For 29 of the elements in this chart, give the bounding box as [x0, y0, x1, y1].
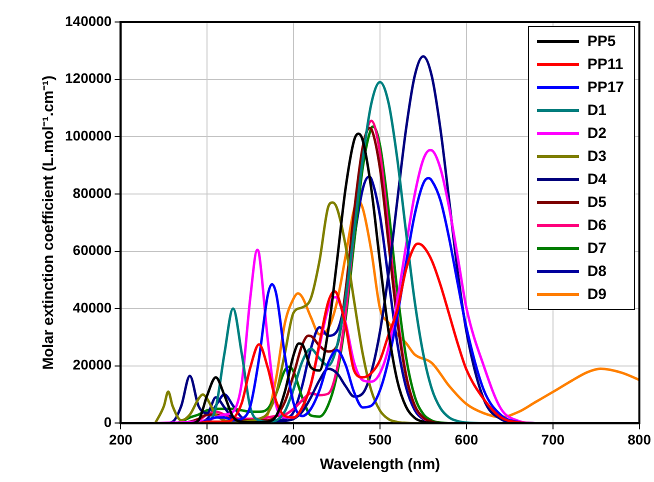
legend-label: D3: [587, 148, 606, 165]
y-axis-title: Molar extinction coefficient (L.mol⁻¹.cm⁻¹): [40, 76, 58, 370]
legend-label: D1: [587, 102, 606, 119]
x-tick-label: 500: [368, 431, 392, 448]
legend-label: D7: [587, 240, 606, 257]
y-tick-label: 60000: [72, 242, 112, 258]
legend-label: PP11: [587, 56, 624, 73]
legend-label: D6: [587, 217, 606, 234]
legend-label: PP5: [587, 33, 616, 50]
y-tick-label: 120000: [65, 70, 112, 86]
x-tick-label: 200: [109, 431, 133, 448]
y-tick-label: 0: [104, 414, 112, 430]
x-tick-label: 700: [541, 431, 565, 448]
y-tick-label: 20000: [72, 356, 112, 373]
x-tick-label: 300: [195, 431, 220, 448]
legend-label: D5: [587, 194, 606, 211]
x-tick-label: 800: [628, 431, 652, 448]
x-tick-label: 600: [454, 431, 478, 448]
y-tick-label: 100000: [65, 127, 112, 144]
x-axis-title: Wavelength (nm): [320, 456, 440, 474]
y-tick-label: 40000: [72, 299, 112, 316]
legend-label: D8: [587, 263, 606, 280]
x-tick-label: 400: [282, 431, 306, 448]
legend-label: D2: [587, 125, 606, 142]
legend-label: PP17: [587, 79, 624, 96]
legend-label: D4: [587, 171, 606, 188]
y-tick-label: 140000: [65, 12, 112, 29]
legend-label: D9: [587, 286, 606, 303]
y-tick-label: 80000: [72, 184, 112, 201]
